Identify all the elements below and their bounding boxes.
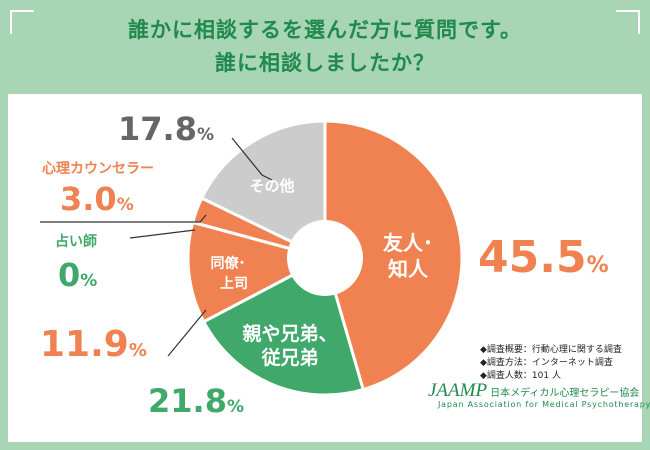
slice-label-family-1: 親や兄弟、: [242, 322, 337, 345]
corner-ornament-right: [616, 10, 640, 34]
footnote-method: ◆調査方法：インターネット調査: [480, 358, 613, 368]
jaamp-logo: JAAMP 日本メディカル心理セラピー協会 Japan Association f…: [428, 380, 650, 409]
name-label-fortune: 占い師: [55, 233, 97, 250]
value-label-counselor: 3.0%: [60, 180, 134, 218]
leader-line-colleague: [167, 309, 207, 357]
title-line-1: 誰かに相談するを選んだ方に質問です。: [128, 18, 522, 42]
title-line-2: 誰に相談しましたか？: [215, 51, 435, 75]
footnote-count: ◆調査人数：101 人: [480, 371, 561, 381]
logo-en-text: Japan Association for Medical Psychother…: [438, 400, 650, 409]
leader-line-fortune: [129, 229, 196, 239]
pie-slice-2: [186, 220, 330, 324]
slice-label-friends-1: 友人･: [383, 231, 433, 255]
survey-footnotes: ◆調査概要：行動心理に関する調査 ◆調査方法：インターネット調査 ◆調査人数：1…: [480, 344, 622, 383]
leader-line-other: [231, 137, 273, 181]
value-label-colleague: 11.9%: [40, 324, 147, 365]
slice-label-colleague-1: 同僚･: [211, 255, 246, 272]
leader-line-counselor: [40, 214, 207, 223]
value-label-fortune: 0%: [58, 256, 97, 294]
pie-slice-5: [199, 119, 327, 261]
pie-slice-0: [323, 119, 464, 392]
slice-label-colleague-2: 上司: [220, 276, 248, 292]
donut-hole: [287, 220, 363, 296]
slice-label-other: その他: [249, 177, 294, 195]
footnote-summary: ◆調査概要：行動心理に関する調査: [480, 345, 622, 355]
slice-label-family-2: 従兄弟: [260, 346, 318, 369]
corner-ornament-left: [10, 10, 34, 34]
value-label-other: 17.8%: [118, 110, 214, 148]
name-label-counselor: 心理カウンセラー: [42, 161, 154, 177]
value-label-friends: 45.5%: [478, 232, 609, 283]
slice-label-friends-2: 知人: [388, 257, 429, 281]
value-label-family: 21.8%: [148, 382, 244, 420]
logo-jp-text: 日本メディカル心理セラピー協会: [490, 388, 640, 399]
logo-main-text: JAAMP: [428, 380, 488, 401]
page-title: 誰かに相談するを選んだ方に質問です。 誰に相談しましたか？: [0, 14, 650, 80]
